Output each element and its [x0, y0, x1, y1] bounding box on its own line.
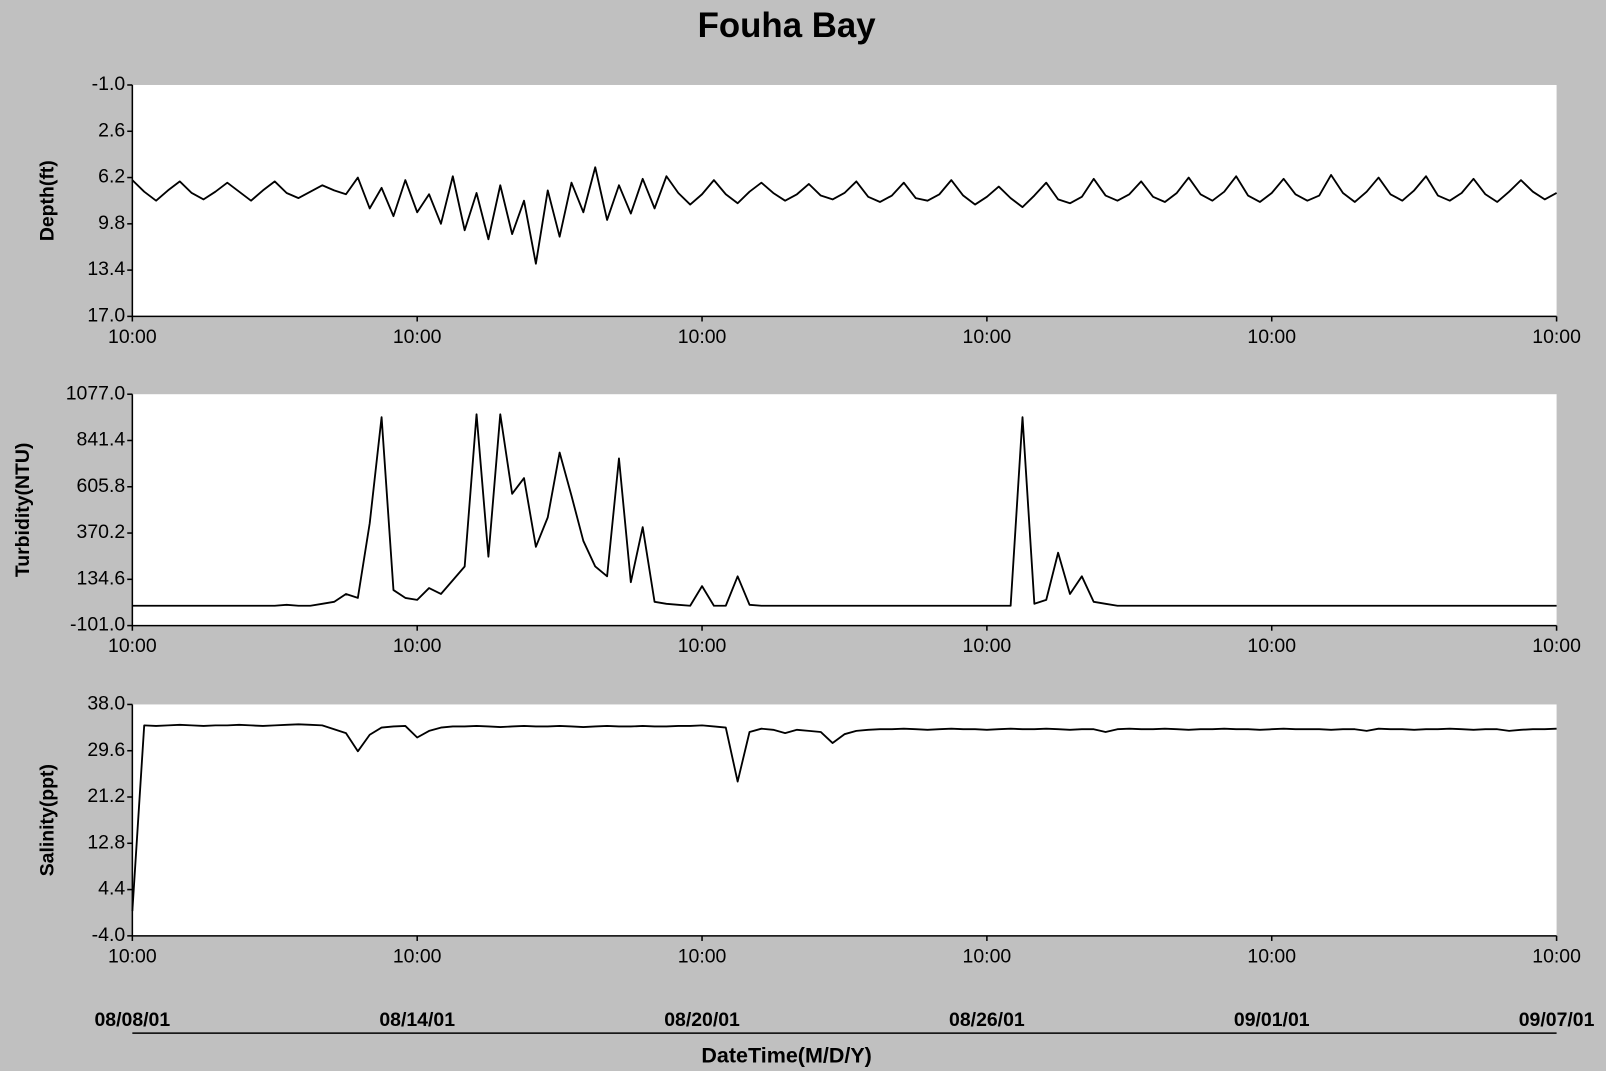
y-tick-label: 370.2: [77, 521, 126, 543]
y-tick-label: 6.2: [98, 166, 125, 188]
y-tick-label: 29.6: [87, 739, 125, 761]
y-tick-label: 4.4: [98, 878, 125, 900]
x-tick-label: 10:00: [108, 635, 157, 657]
date-tick-label: 08/14/01: [379, 1009, 455, 1031]
data-line: [131, 166, 1558, 265]
y-tick-label: 13.4: [87, 258, 125, 280]
y-tick-label: -101.0: [70, 614, 125, 636]
x-tick-label: 10:00: [393, 945, 442, 967]
y-tick-label: 9.8: [98, 212, 125, 234]
x-tick-label: 10:00: [1247, 635, 1296, 657]
x-tick-label: 10:00: [1532, 635, 1581, 657]
y-axis-title: Salinity(ppt): [37, 764, 59, 876]
y-tick-label: 38.0: [87, 693, 125, 715]
x-tick-label: 10:00: [1532, 945, 1581, 967]
x-tick-label: 10:00: [963, 945, 1012, 967]
x-tick-label: 10:00: [393, 635, 442, 657]
y-axis-title: Turbidity(NTU): [12, 443, 34, 578]
x-tick-label: 10:00: [1247, 945, 1296, 967]
x-tick-label: 10:00: [108, 945, 157, 967]
y-tick-label: 134.6: [77, 567, 126, 589]
x-tick-label: 10:00: [1532, 326, 1581, 348]
y-tick-label: 17.0: [87, 305, 125, 327]
x-tick-label: 10:00: [678, 326, 727, 348]
y-tick-label: -1.0: [92, 73, 126, 95]
y-tick-label: 2.6: [98, 119, 125, 141]
data-line: [132, 413, 1557, 607]
y-tick-label: 21.2: [87, 785, 125, 807]
y-tick-label: 1077.0: [66, 382, 126, 404]
plot-area: [132, 84, 1557, 317]
x-tick-label: 10:00: [678, 945, 727, 967]
date-tick-label: 08/20/01: [664, 1009, 740, 1031]
x-tick-label: 10:00: [963, 635, 1012, 657]
plot-area: [132, 394, 1557, 626]
x-tick-label: 10:00: [1247, 326, 1296, 348]
x-tick-label: 10:00: [108, 326, 157, 348]
plot-area: [132, 704, 1557, 936]
x-tick-label: 10:00: [393, 326, 442, 348]
x-axis-title: DateTime(M/D/Y): [701, 1043, 871, 1067]
y-axis-title: Depth(ft): [37, 160, 59, 241]
data-line: [131, 723, 1557, 912]
y-tick-label: 12.8: [87, 831, 125, 853]
y-tick-label: 841.4: [77, 429, 126, 451]
date-tick-label: 08/26/01: [949, 1009, 1025, 1031]
x-tick-label: 10:00: [963, 326, 1012, 348]
date-tick-label: 09/07/01: [1519, 1009, 1595, 1031]
x-tick-label: 10:00: [678, 635, 727, 657]
y-tick-label: 605.8: [77, 475, 126, 497]
date-tick-label: 08/08/01: [95, 1009, 171, 1031]
chart-title: Fouha Bay: [698, 6, 877, 45]
date-tick-label: 09/01/01: [1234, 1009, 1310, 1031]
y-tick-label: -4.0: [92, 924, 126, 946]
